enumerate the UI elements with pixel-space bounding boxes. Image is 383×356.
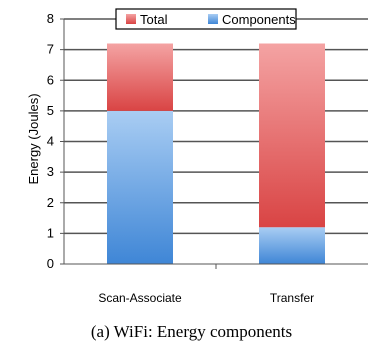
x-tick-labels: Scan-Associate Transfer bbox=[98, 291, 314, 305]
chart: 0 1 2 3 4 5 6 7 8 Scan-Associate Transfer Energy … bbox=[26, 8, 368, 305]
y-tick-label: 6 bbox=[47, 72, 54, 87]
legend-swatch-total bbox=[126, 14, 136, 24]
bar-components-scan-associate bbox=[107, 110, 173, 264]
y-tick-label: 5 bbox=[47, 103, 54, 118]
y-tick-labels: 0 1 2 3 4 5 6 7 8 bbox=[47, 11, 54, 271]
bar-total-scan-associate bbox=[107, 43, 173, 111]
y-tick-label: 7 bbox=[47, 42, 54, 57]
x-tick-label: Transfer bbox=[270, 291, 314, 305]
y-tick-label: 4 bbox=[47, 134, 54, 149]
bar-total-transfer bbox=[259, 43, 325, 228]
y-tick-label: 2 bbox=[47, 195, 54, 210]
y-tick-label: 0 bbox=[47, 256, 54, 271]
y-tick-label: 8 bbox=[47, 11, 54, 26]
y-axis-label: Energy (Joules) bbox=[26, 93, 41, 184]
bar-components-transfer bbox=[259, 227, 325, 264]
legend: Total Components bbox=[115, 8, 297, 30]
legend-box bbox=[115, 8, 297, 30]
y-tick-label: 3 bbox=[47, 164, 54, 179]
x-tick-label: Scan-Associate bbox=[98, 291, 182, 305]
legend-label-total: Total bbox=[140, 12, 168, 27]
y-tick-label: 1 bbox=[47, 225, 54, 240]
bars bbox=[107, 43, 325, 264]
legend-label-components: Components bbox=[222, 12, 296, 27]
legend-swatch-components bbox=[208, 14, 218, 24]
axes bbox=[60, 18, 368, 269]
figure-caption: (a) WiFi: Energy components bbox=[90, 322, 293, 341]
